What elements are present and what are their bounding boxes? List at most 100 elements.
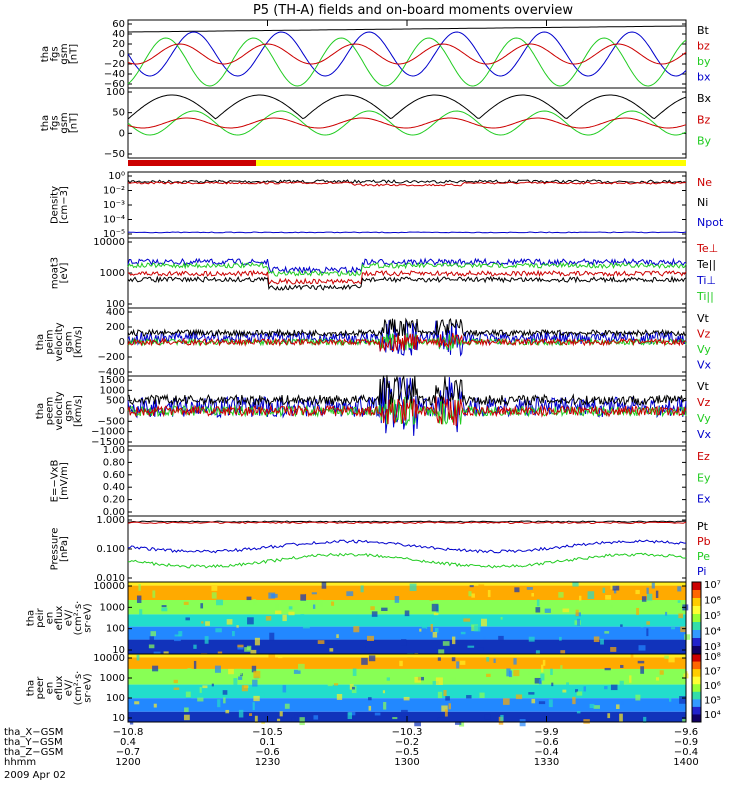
y-tick-label: 500 — [106, 396, 125, 407]
legend-entry: Ey — [697, 471, 711, 484]
spectrogram-cell — [444, 709, 448, 717]
colorbar-step — [692, 630, 701, 639]
spectrogram-cell — [312, 604, 316, 609]
spectrogram-cell — [279, 711, 283, 717]
spectrogram-cell — [526, 587, 533, 590]
legend-entry: Ti|| — [696, 290, 714, 303]
legend-entry: bx — [697, 71, 711, 84]
spectrogram-cell — [215, 628, 222, 633]
spectrogram-cell — [637, 660, 645, 664]
y-axis-label: [nPa] — [59, 536, 70, 562]
spectrogram-cell — [161, 605, 167, 608]
panel-4: 10000 1000 100 moat3[eV] Te⊥ Te|| Ti⊥ Ti|| — [49, 237, 718, 310]
spectrogram-cell — [223, 697, 226, 704]
y-tick-label: 20 — [112, 39, 125, 50]
spectrogram-cell — [531, 698, 536, 704]
spectrogram-cell — [288, 606, 293, 610]
spectrogram-cell — [576, 691, 583, 696]
footer-value: −0.2 — [395, 737, 419, 748]
spectrogram-cell — [435, 677, 443, 685]
y-axis-label: Density — [49, 186, 60, 224]
spectrogram-cell — [174, 635, 181, 642]
y-axis-label: fgs — [49, 46, 60, 61]
spectrogram-cell — [331, 601, 335, 606]
spectrogram-cell — [478, 584, 485, 592]
colorbar-tick-label: 10⁴ — [704, 627, 721, 638]
spectrogram-cell — [184, 707, 189, 713]
colorbar-step — [692, 714, 701, 723]
y-tick-label: 40 — [112, 29, 125, 40]
y-tick-label: 1000 — [100, 673, 125, 684]
panel-7: 1.000.80 0.600.40 0.200.00 E=−VxB[mV/m] Ez Ey… — [49, 445, 711, 518]
y-axis-label: fgs — [49, 115, 60, 130]
spectrogram-cell — [589, 703, 595, 709]
y-tick-label: 10 — [112, 645, 125, 656]
y-axis-label: velocity — [54, 322, 65, 361]
spectrogram-cell — [211, 592, 217, 599]
spectrogram-cell — [247, 617, 254, 625]
series-Bx — [127, 94, 687, 120]
y-tick-label: 1.00 — [103, 445, 125, 456]
spectrogram-cell — [265, 616, 272, 621]
spectrogram-cell — [233, 678, 238, 687]
spectrogram-band — [128, 585, 686, 600]
spectrogram-cell — [254, 715, 258, 723]
spectrogram-cell — [368, 697, 372, 701]
spectrogram-cell — [299, 717, 305, 726]
y-tick-label: 100 — [106, 299, 125, 310]
spectrogram-cell — [682, 718, 686, 722]
spectrogram-cell — [197, 697, 204, 702]
spectrogram-cell — [246, 596, 252, 601]
series-by — [127, 37, 687, 87]
spectrogram-cell — [150, 631, 157, 637]
panel-9: 10⁷ 10⁶ 10⁵ 10⁴ 10³ 10000 1000 100 10 thapeirenef… — [26, 580, 721, 661]
spectrogram-cell — [487, 589, 491, 598]
spectrogram-cell — [352, 668, 357, 676]
spectrogram-cell — [479, 692, 485, 698]
y-tick-label: 100 — [106, 693, 125, 704]
legend-entry: Ex — [697, 493, 711, 506]
spectrogram-cell — [550, 668, 553, 676]
legend-entry: Vx — [697, 428, 712, 441]
colorbar-step — [692, 598, 701, 607]
colorbar-step — [692, 684, 701, 693]
spectrogram-cell — [414, 676, 422, 683]
spectrogram-cell — [528, 636, 535, 642]
spectrogram-cell — [619, 680, 624, 687]
spectrogram-cell — [643, 716, 647, 723]
spectrogram-cell — [482, 635, 487, 640]
footer-value: 0.4 — [120, 737, 136, 748]
y-axis-label: peim — [45, 329, 56, 354]
legend-entry: Te|| — [696, 258, 716, 271]
spectrogram-cell — [329, 648, 334, 652]
y-tick-label: 1500 — [100, 375, 125, 386]
spectrogram-cell — [671, 627, 676, 630]
y-tick-label: 10⁻² — [103, 186, 125, 197]
y-axis-label: [eV] — [59, 263, 70, 284]
spectrogram-cell — [153, 703, 157, 708]
series-Ti-perp — [127, 257, 686, 275]
legend-entry: Ez — [697, 450, 710, 463]
spectrogram-cell — [583, 719, 590, 724]
y-tick-label: 10⁰ — [108, 171, 125, 182]
y-axis-label: gsm — [59, 112, 70, 133]
spectrogram-cell — [655, 677, 660, 681]
spectrogram-cell — [173, 687, 180, 690]
y-tick-label: −400 — [98, 367, 125, 378]
spectrogram-cell — [381, 607, 388, 612]
footer-value: −0.6 — [255, 747, 279, 758]
legend-entry: Pe — [697, 550, 710, 563]
spectrogram-cell — [211, 683, 214, 687]
spectrogram-cell — [386, 677, 390, 681]
spectrogram-cell — [542, 659, 546, 666]
y-tick-label: −20 — [104, 59, 125, 70]
colorbar-step — [692, 582, 701, 591]
colorbar-step — [692, 638, 701, 647]
footer-row-label: tha_Z−GSM — [4, 747, 63, 758]
spectrogram-cell — [374, 712, 381, 716]
spectrogram-cell — [382, 690, 386, 694]
spectrogram-cell — [500, 714, 504, 721]
y-axis-label: [km/s] — [73, 326, 84, 358]
spectrogram-cell — [302, 622, 310, 629]
